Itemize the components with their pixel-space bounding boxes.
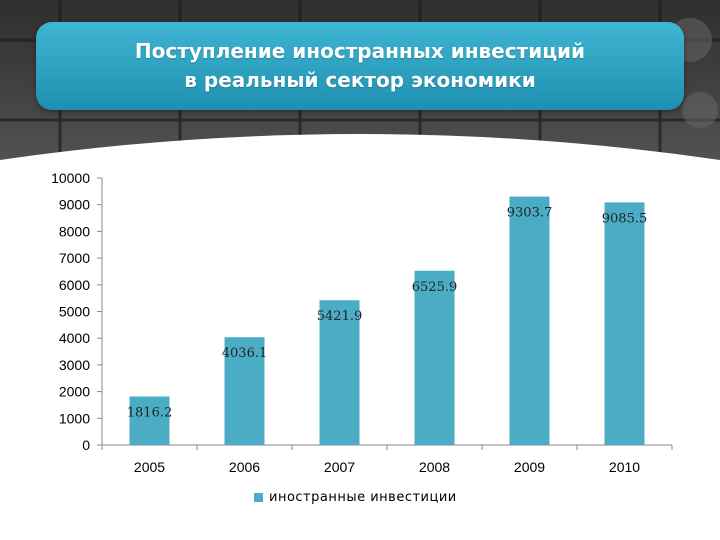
x-tick-label: 2006 [229,459,260,475]
x-tick-label: 2009 [514,459,545,475]
y-tick-label: 10000 [51,170,90,186]
legend: иностранные инвестиции [254,490,457,505]
chart-title-line-1: Поступление иностранных инвестиций [134,39,586,63]
chart-axes [101,178,672,446]
y-tick-label: 5000 [59,304,90,320]
y-tick-label: 1000 [59,410,90,426]
legend-label: иностранные инвестиции [269,490,457,505]
y-tick-label: 6000 [59,277,90,293]
y-axis-ticks: 0 1000 2000 3000 4000 5000 6000 7000 8000 9000 100… [51,170,102,453]
bar-2006 [224,337,265,445]
chart-title-line-2: в реальный сектор экономики [184,68,536,92]
y-tick-label: 7000 [59,250,90,266]
bar-2007 [319,300,360,445]
x-tick-label: 2008 [419,459,450,475]
data-labels: 1816.2 4036.1 5421.9 6525.9 9303.7 9085.5 [127,206,648,421]
y-tick-label: 4000 [59,330,90,346]
y-tick-label: 3000 [59,357,90,373]
data-label-2008: 6525.9 [412,280,458,295]
bar-2009 [509,196,550,445]
bar-series [129,196,645,445]
y-tick-label: 0 [82,437,90,453]
data-label-2009: 9303.7 [507,206,553,221]
data-label-2005: 1816.2 [127,406,173,421]
x-axis-ticks: 2005 2006 2007 2008 2009 2010 [101,445,673,475]
title-banner: Поступление иностранных инвестиций в реа… [36,22,684,110]
x-tick-label: 2007 [324,459,355,475]
y-tick-label: 8000 [59,223,90,239]
y-tick-label: 2000 [59,384,90,400]
data-label-2006: 4036.1 [222,346,268,361]
bar-2010 [604,202,645,445]
x-tick-label: 2005 [134,459,165,475]
x-tick-label: 2010 [609,459,640,475]
data-label-2007: 5421.9 [317,309,363,324]
y-tick-label: 9000 [59,197,90,213]
bar-2005 [129,396,170,445]
data-label-2010: 9085.5 [602,211,648,226]
bar-2008 [414,270,455,445]
legend-swatch [254,493,263,502]
bar-chart: 0 1000 2000 3000 4000 5000 6000 7000 8000 9000 100… [51,170,673,475]
